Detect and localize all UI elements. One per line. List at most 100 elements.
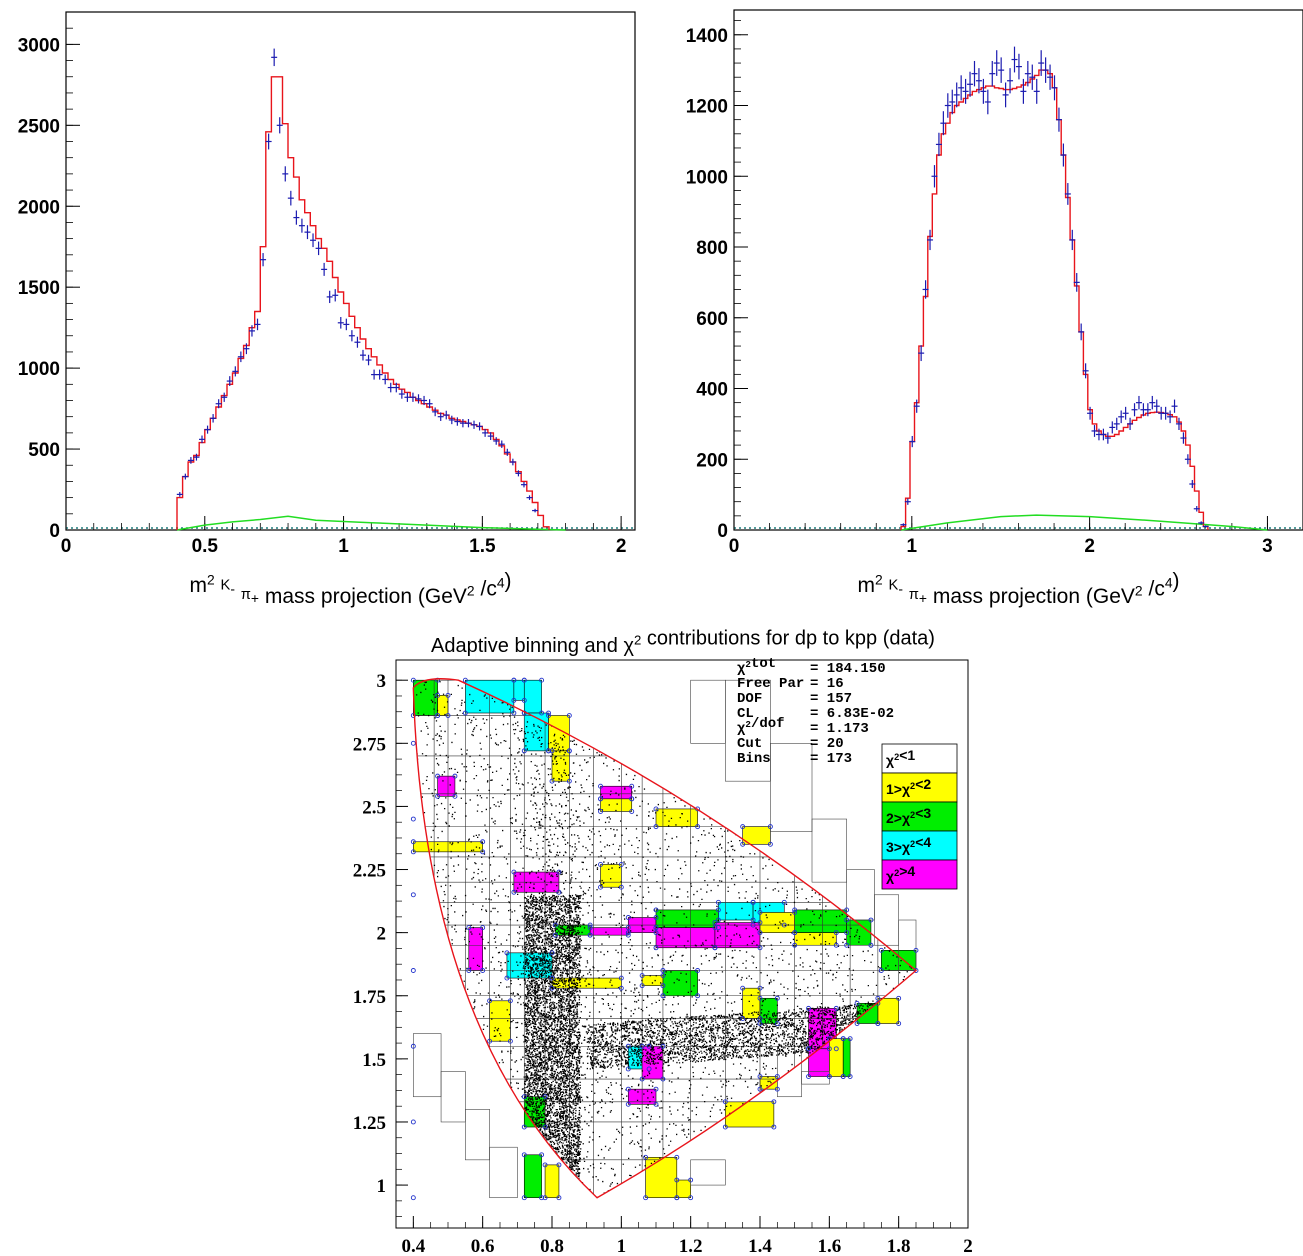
corner-marker: [618, 985, 624, 991]
data-point: [498, 440, 505, 448]
corner-marker: [549, 950, 555, 956]
corner-marker: [757, 1016, 763, 1021]
data-point: [984, 89, 991, 115]
data-point: [1011, 46, 1018, 73]
data-point: [426, 399, 433, 409]
legend-label: χ2<1: [886, 747, 915, 768]
adaptive-bin: [655, 808, 698, 827]
adaptive-bin: [551, 750, 570, 782]
corner-marker: [757, 995, 763, 1001]
data-point: [182, 473, 189, 480]
legend-swatch: [881, 743, 958, 774]
corner-marker: [549, 748, 555, 754]
data-point: [448, 415, 455, 425]
corner-marker: [546, 710, 551, 716]
data-point: [310, 233, 317, 248]
outer-bin: [725, 679, 771, 782]
corner-marker: [618, 975, 624, 981]
y-tick-label: 1.25: [353, 1113, 386, 1134]
corner-marker: [695, 824, 701, 830]
corner-marker: [462, 677, 468, 683]
data-point: [967, 71, 974, 97]
corner-marker: [549, 778, 555, 784]
corner-marker: [542, 1162, 548, 1168]
stat-value: = 6.83E-02: [810, 706, 894, 722]
data-point: [493, 437, 500, 445]
adaptive-bin: [655, 927, 716, 949]
corner-marker: [757, 930, 763, 936]
corner-marker: [806, 1074, 811, 1079]
corner-marker: [833, 1046, 839, 1052]
corner-marker: [410, 677, 416, 683]
y-tick-label: 1.5: [362, 1050, 386, 1071]
corner-marker: [712, 920, 718, 925]
data-point: [482, 428, 489, 437]
data-point: [940, 111, 947, 136]
data-point: [260, 253, 267, 267]
y-tick-label: 2.75: [353, 734, 386, 755]
fit-histogram: [176, 76, 550, 530]
data-point: [1020, 78, 1027, 104]
corner-marker: [639, 983, 645, 989]
corner-marker: [688, 1177, 694, 1183]
data-point: [993, 50, 1000, 76]
corner-marker: [410, 892, 416, 898]
data-point: [971, 60, 978, 87]
data-point: [210, 414, 217, 423]
corner-marker: [844, 917, 850, 923]
corner-marker: [625, 1043, 631, 1049]
stat-label: Bins: [737, 751, 771, 767]
corner-marker: [767, 841, 773, 847]
corner-marker: [629, 783, 635, 789]
data-point: [304, 225, 311, 240]
data-point: [949, 89, 956, 115]
data-point: [337, 317, 344, 329]
corner-marker: [833, 1005, 839, 1011]
data-point: [1184, 454, 1191, 465]
x-tick-label: 1: [338, 536, 349, 557]
data-point: [1167, 410, 1174, 424]
corner-marker: [639, 973, 645, 979]
corner-marker: [521, 1195, 527, 1201]
data-point: [1135, 395, 1142, 410]
corner-marker: [511, 710, 517, 716]
corner-marker: [566, 748, 572, 754]
data-point: [1082, 363, 1089, 379]
data-point: [365, 354, 372, 366]
data-point: [382, 374, 389, 385]
corner-marker: [643, 1154, 649, 1160]
corner-marker: [792, 942, 798, 948]
corner-marker: [750, 899, 756, 905]
adaptive-bin: [589, 927, 629, 936]
corner-marker: [435, 793, 441, 799]
y-tick-label: 200: [696, 450, 728, 471]
corner-marker: [445, 713, 451, 718]
data-point: [476, 422, 483, 431]
x-axis-label: m2 K- π+ mass projection (GeV2 /c4): [857, 566, 1179, 608]
corner-marker: [556, 1195, 562, 1201]
stat-value: = 173: [810, 751, 852, 767]
corner-marker: [546, 748, 551, 754]
data-point: [265, 133, 272, 150]
data-point: [415, 394, 422, 404]
corner-marker: [435, 692, 441, 698]
data-point: [276, 117, 283, 134]
corner-marker: [712, 925, 718, 931]
x-tick-label: 0.4: [401, 1236, 425, 1256]
data-point: [204, 425, 211, 434]
corner-marker: [774, 995, 780, 1001]
data-point: [1051, 75, 1058, 101]
corner-marker: [653, 930, 659, 936]
corner-marker: [715, 899, 721, 905]
corner-marker: [913, 947, 919, 953]
corner-marker: [452, 793, 458, 799]
corner-marker: [646, 1066, 652, 1072]
corner-marker: [674, 1177, 680, 1183]
corner-marker: [618, 862, 624, 867]
stat-value: = 1.173: [810, 721, 869, 737]
data-point: [459, 419, 466, 428]
data-point: [1175, 417, 1182, 431]
corner-marker: [653, 1101, 659, 1107]
y-tick-label: 2: [377, 924, 387, 945]
